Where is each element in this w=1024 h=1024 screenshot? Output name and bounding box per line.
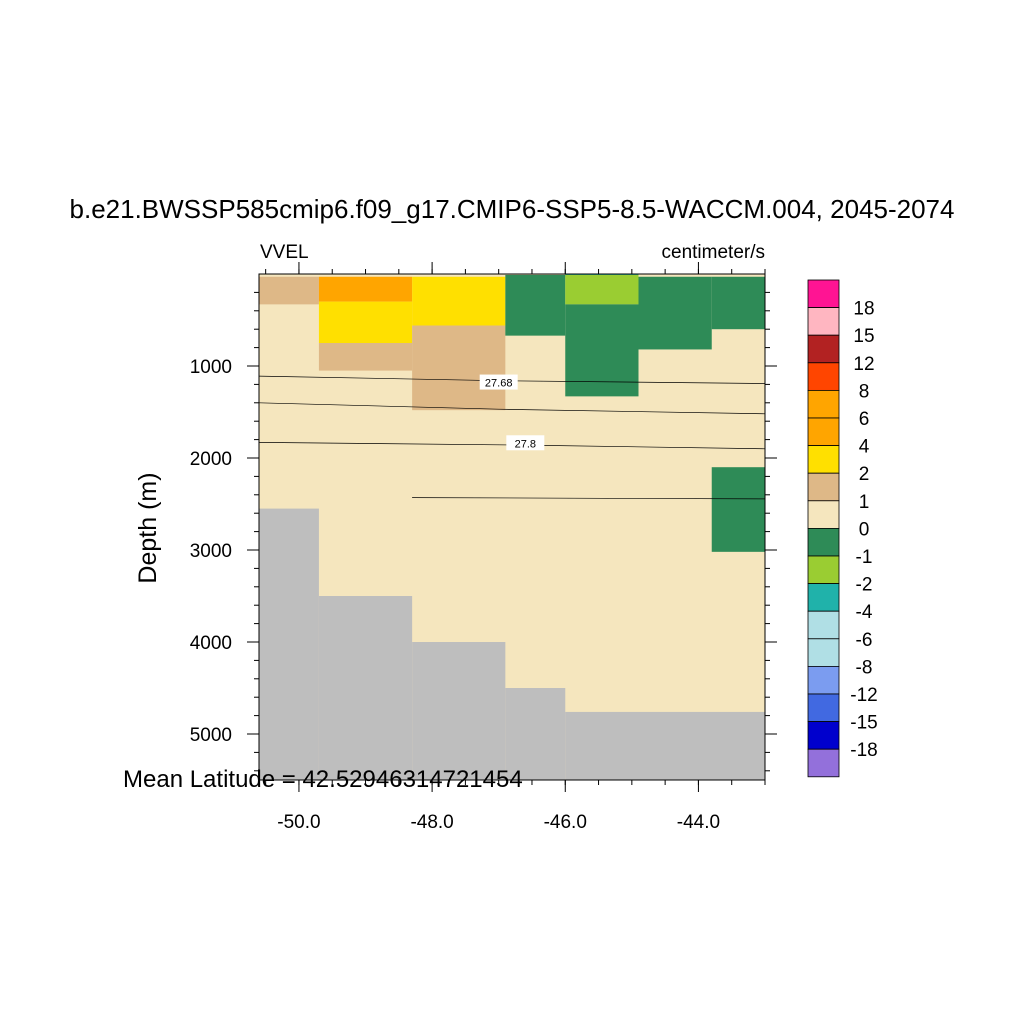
y-tick-label-3: 4000 xyxy=(190,633,232,654)
land-mask-4 xyxy=(565,711,765,780)
plot-area xyxy=(259,274,765,780)
colorbar-label-14: -12 xyxy=(850,685,877,706)
cell-11 xyxy=(711,467,765,552)
colorbar-box-10 xyxy=(807,555,840,585)
cell-1 xyxy=(318,276,413,302)
y-tick-label-1: 2000 xyxy=(190,449,232,470)
contour-label-bg-2 xyxy=(506,435,545,451)
colorbar-box-13 xyxy=(807,638,840,667)
colorbar-label-16: -18 xyxy=(850,740,877,761)
x-tick-label-1: -48.0 xyxy=(410,812,453,833)
cell-6 xyxy=(505,274,566,336)
cell-0 xyxy=(259,276,319,305)
colorbar-box-9 xyxy=(807,528,840,557)
y-tick-label-0: 1000 xyxy=(190,357,232,378)
colorbar-box-1 xyxy=(807,307,840,336)
colorbar-label-11: -4 xyxy=(856,602,873,623)
colorbar-box-0 xyxy=(807,279,840,309)
axes: -50.0 -48.0 -46.0 -44.0 1000 2000 3000 4000 5000 xyxy=(190,262,777,833)
contour-line-1 xyxy=(258,402,766,415)
colorbar-label-6: 2 xyxy=(859,464,870,485)
colorbar-box-8 xyxy=(807,500,840,529)
cell-8 xyxy=(565,304,639,397)
cell-7 xyxy=(565,274,639,305)
cell-2 xyxy=(318,301,413,343)
colorbar-box-16 xyxy=(807,721,840,750)
colorbar-label-9: -1 xyxy=(856,547,873,568)
right-label: centimeter/s xyxy=(662,242,765,263)
y-tick-label-4: 5000 xyxy=(190,725,232,746)
colorbar-label-12: -6 xyxy=(856,630,873,651)
colorbar-label-13: -8 xyxy=(856,657,873,678)
contour-lines: 27.68 27.8 xyxy=(258,374,766,500)
colorbar-box-3 xyxy=(807,362,840,391)
colorbar-label-1: 15 xyxy=(853,326,874,347)
land-mask-2 xyxy=(412,642,506,780)
colorbar-box-7 xyxy=(807,472,840,502)
colorbar-label-2: 12 xyxy=(853,354,874,375)
colorbar-box-5 xyxy=(807,417,840,447)
colorbar-box-2 xyxy=(807,334,840,364)
colorbar-box-17 xyxy=(807,748,840,778)
colorbar-label-5: 4 xyxy=(859,437,870,458)
colorbar-label-0: 18 xyxy=(853,299,874,320)
cell-9 xyxy=(638,276,712,350)
colorbar-box-4 xyxy=(807,389,840,419)
cell-4 xyxy=(412,276,506,326)
land-mask-0 xyxy=(259,508,319,780)
colorbar-label-7: 1 xyxy=(859,492,870,513)
contour-line-3 xyxy=(412,497,766,500)
colorbar-box-15 xyxy=(807,693,840,723)
colorbar-box-11 xyxy=(807,583,840,612)
colorbar-label-4: 6 xyxy=(859,409,870,430)
colorbar-box-14 xyxy=(807,666,840,695)
cell-3 xyxy=(318,343,413,371)
colorbar: 18 15 12 8 6 4 2 1 0 -1 -2 -4 -6 -8 -12 -15 -18 xyxy=(807,279,878,778)
left-label: VVEL xyxy=(260,242,309,263)
colorbar-label-8: 0 xyxy=(859,519,870,540)
chart-title: b.e21.BWSSP585cmip6.f09_g17.CMIP6-SSP5-8… xyxy=(70,194,955,224)
y-axis-label: Depth (m) xyxy=(134,472,162,583)
land-mask-3 xyxy=(505,688,566,780)
colorbar-box-12 xyxy=(807,610,840,640)
land-mask-1 xyxy=(318,596,413,780)
x-tick-label-0: -50.0 xyxy=(277,812,320,833)
colorbar-label-10: -2 xyxy=(856,575,873,596)
x-tick-label-2: -46.0 xyxy=(544,812,587,833)
contour-label-0: 27.68 xyxy=(485,378,513,390)
cell-5 xyxy=(412,325,506,411)
contour-label-bg-0 xyxy=(479,374,518,390)
y-tick-label-2: 3000 xyxy=(190,541,232,562)
cell-10 xyxy=(711,276,765,330)
colorbar-label-15: -15 xyxy=(850,713,877,734)
colorbar-box-6 xyxy=(807,445,840,474)
plot-frame xyxy=(258,273,766,781)
x-tick-label-3: -44.0 xyxy=(677,812,720,833)
contour-label-2: 27.8 xyxy=(515,438,536,450)
colorbar-label-3: 8 xyxy=(859,381,870,402)
footnote-mean-latitude: Mean Latitude = 42.52946314721454 xyxy=(123,766,523,793)
